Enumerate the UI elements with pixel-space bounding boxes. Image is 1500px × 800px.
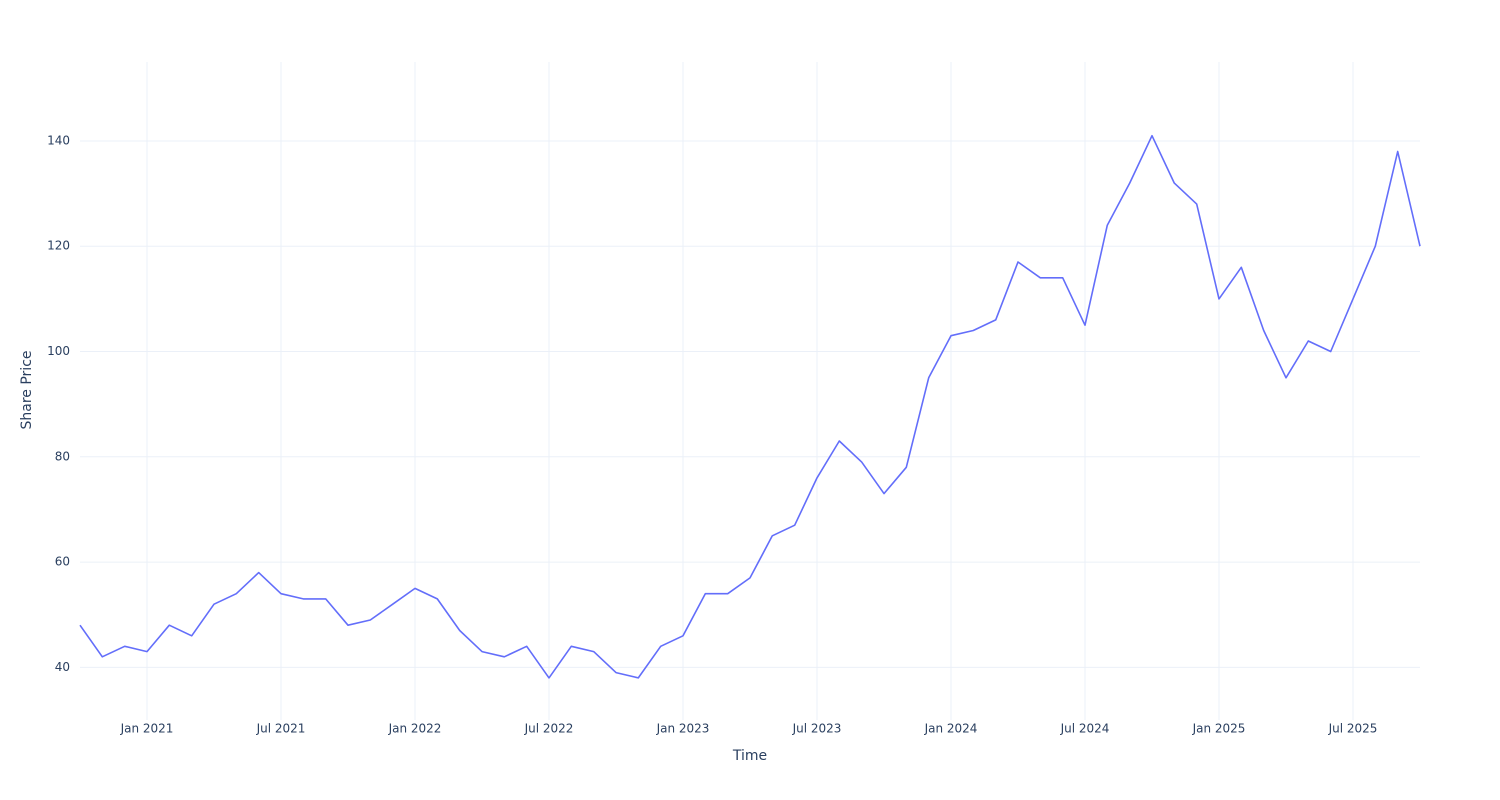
y-tick-label: 40 (55, 660, 70, 674)
x-tick-label: Jul 2025 (1328, 722, 1378, 736)
x-tick-label: Jul 2022 (524, 722, 574, 736)
y-tick-label: 140 (47, 133, 70, 147)
x-tick-label: Jan 2021 (120, 722, 174, 736)
x-axis-title: Time (732, 748, 767, 764)
y-tick-label: 60 (55, 555, 70, 569)
y-tick-label: 80 (55, 449, 70, 463)
y-axis-title: Share Price (19, 350, 35, 429)
x-tick-label: Jan 2025 (1192, 722, 1246, 736)
x-tick-label: Jan 2024 (924, 722, 978, 736)
x-tick-label: Jul 2021 (256, 722, 306, 736)
y-tick-label: 120 (47, 239, 70, 253)
x-tick-label: Jul 2023 (792, 722, 842, 736)
x-tick-label: Jan 2023 (656, 722, 710, 736)
x-tick-label: Jan 2022 (388, 722, 442, 736)
y-tick-label: 100 (47, 344, 70, 358)
x-tick-label: Jul 2024 (1060, 722, 1110, 736)
line-series (79, 134, 1421, 679)
